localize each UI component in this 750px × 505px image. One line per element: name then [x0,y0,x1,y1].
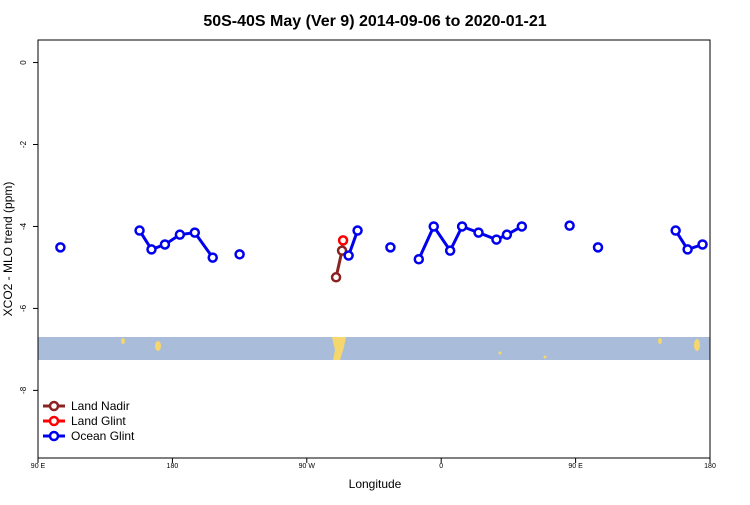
land [498,351,502,355]
y-tick-label: -8 [19,386,28,394]
land [694,339,700,351]
y-axis-label: XCO2 - MLO trend (ppm) [1,182,15,317]
point [428,221,439,232]
point [159,239,171,250]
point [207,252,218,263]
series-line [138,223,704,260]
point [343,250,354,261]
chart-title: 50S-40S May (Ver 9) 2014-09-06 to 2020-0… [203,13,546,30]
point [564,220,575,231]
x-tick-label: 180 [704,463,716,470]
point [697,239,708,250]
point [234,249,245,260]
point [592,242,604,253]
point [55,242,66,253]
point [456,221,468,232]
map-strip [38,337,710,360]
point [670,225,681,236]
point [473,227,484,238]
land [121,338,125,344]
x-tick-label: 90 W [299,463,316,470]
ocean-strip [38,337,710,360]
legend-label: Land Glint [71,414,126,428]
y-tick-label: 0 [19,60,28,65]
legend-marker [48,430,60,442]
x-tick-label: 180 [167,463,179,470]
land [155,341,161,351]
point [413,253,425,265]
legend-marker [48,415,60,427]
x-tick-label: 0 [439,463,443,470]
legend-label: Land Nadir [71,399,130,413]
point [352,225,363,236]
land [543,355,547,359]
point [134,225,145,236]
point [336,245,348,256]
point [444,245,456,256]
point [682,244,693,255]
point [330,272,342,283]
x-tick-label: 90 E [31,463,46,470]
point [337,235,349,246]
y-tick-label: -2 [19,140,28,148]
y-tick-label: -6 [19,304,28,312]
legend-label: Ocean Glint [71,429,135,443]
point [501,229,513,240]
y-tick-label: -4 [19,222,28,230]
point [146,244,157,255]
x-tick-label: 90 E [568,463,583,470]
point [385,242,396,253]
point [174,229,186,240]
legend-marker [48,400,60,412]
x-axis-label: Longitude [349,477,402,491]
land [658,338,662,344]
point [516,221,528,232]
land [332,337,346,360]
plot-frame [37,39,711,459]
point [189,227,201,238]
point [491,234,502,245]
